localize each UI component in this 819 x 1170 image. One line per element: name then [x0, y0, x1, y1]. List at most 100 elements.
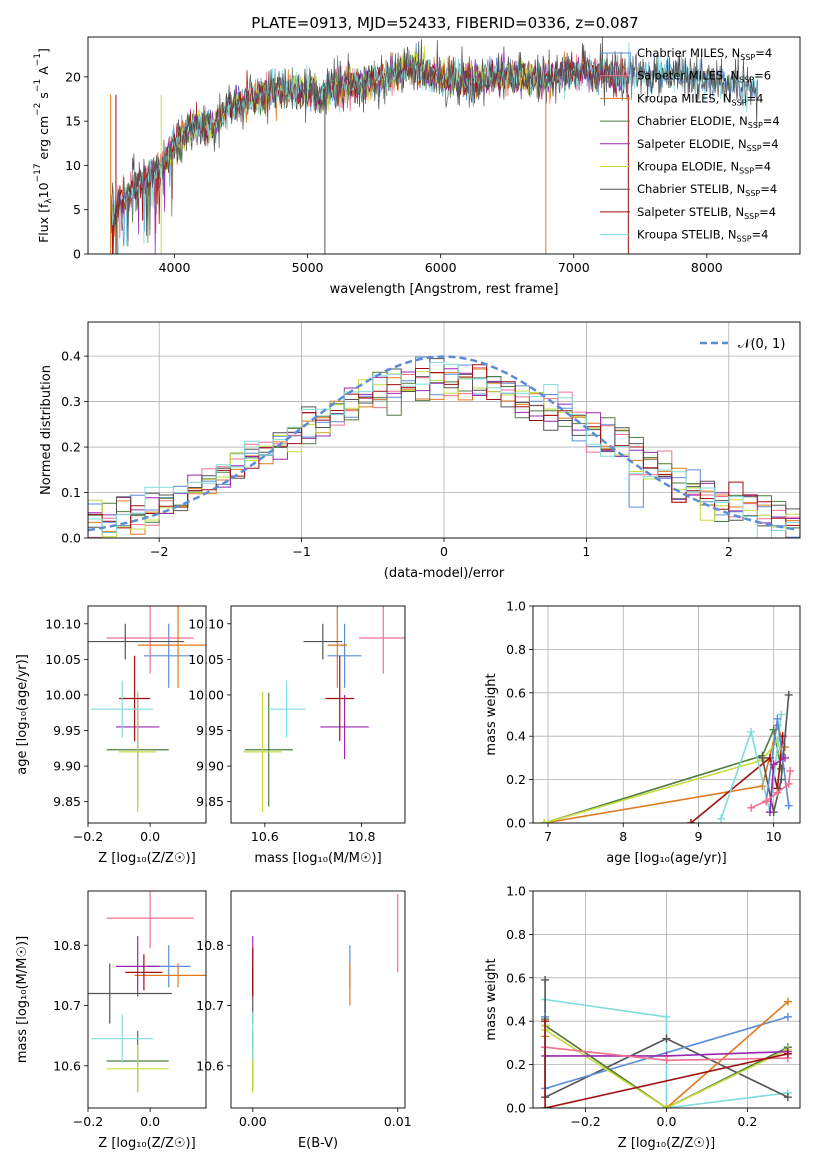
age_vs_Z-ytick-label: 10.10 [45, 616, 81, 631]
mass_vs_ebv-xtick-label: 0.01 [384, 1114, 412, 1129]
legend-text: Kroupa ELODIE, N [637, 160, 739, 174]
mass-weight-marker [783, 1049, 792, 1058]
mass-weight-marker [762, 797, 771, 806]
age_vs_Z-panel: −0.2 0.0 9.85 9.90 9.95 10.00 10.05 10.10 Z [log… [15, 605, 207, 866]
weight_vs_Z-ytick-label: 1.0 [506, 884, 526, 899]
mass_vs_ebv-panel: 0.00 0.01 10.6 10.7 10.8 E(B-V) [196, 890, 412, 1151]
age_vs_Z-ytick-label: 10.00 [45, 687, 81, 702]
residual-histogram [88, 361, 800, 538]
mass-weight-marker [747, 803, 756, 812]
legend-sub: SSP [748, 121, 763, 130]
spectrum-xtick-label: 7000 [558, 260, 590, 275]
mass_vs_Z-ylabel: mass [log₁₀(M/M☉)] [15, 936, 30, 1063]
weight_vs_Z-ytick-label: 0.4 [506, 1014, 526, 1029]
residuals-plot-area [88, 355, 800, 538]
weight_vs_age-panel: 7 8 9 10 0.0 0.2 0.4 0.6 0.8 1.0 age [log₁₀(age/yr… [484, 599, 801, 866]
legend-text: Chabrier ELODIE, N [637, 114, 748, 128]
spectrum-legend-label: Kroupa STELIB, NSSP=4 [637, 228, 768, 244]
weight_vs_Z-ylabel: mass weight [484, 958, 499, 1040]
mass_vs_Z-frame [87, 890, 207, 1109]
mass-weight-marker [784, 801, 793, 810]
legend-value: =4 [762, 137, 779, 151]
spectrum-ylabel-part: A [36, 66, 51, 79]
legend-sub: SSP [740, 53, 755, 62]
spectrum-ylabel-part: ] [36, 48, 51, 53]
spectrum-legend-label: Salpeter ELODIE, NSSP=4 [637, 137, 779, 153]
weight_vs_age-xlabel: age [log₁₀(age/yr)] [606, 851, 727, 866]
residuals-xtick-label: 2 [725, 544, 733, 559]
legend-value: =4 [759, 205, 776, 219]
age_vs_Z-ytick-label: 9.95 [53, 723, 81, 738]
mass-weight-line [544, 727, 782, 823]
weight_vs_age-plot-area [540, 690, 795, 823]
age_vs_mass-ytick-label: 10.05 [188, 652, 224, 667]
residuals-ylabel: Normed distribution [39, 365, 54, 495]
age_vs_mass-xlabel: mass [log₁₀(M/M☉)] [254, 851, 381, 866]
mass_vs_Z-xtick-label: 0.0 [140, 1114, 160, 1129]
spectrum-xtick-label: 8000 [691, 260, 723, 275]
weight_vs_age-ytick-label: 1.0 [506, 599, 526, 614]
residuals-xtick-label: 0 [440, 544, 448, 559]
spectrum-legend-label: Salpeter MILES, NSSP=6 [637, 69, 771, 85]
figure-title: PLATE=0913, MJD=52433, FIBERID=0336, z=0… [251, 14, 638, 32]
spectrum-plot-area [110, 37, 758, 254]
age_vs_mass-ytick-label: 10.10 [188, 616, 224, 631]
legend-value: =4 [760, 182, 777, 196]
mass-weight-line [544, 1021, 789, 1108]
mass-weight-marker [783, 1012, 792, 1021]
mass-weight-marker [783, 1093, 792, 1102]
age_vs_Z-ytick-label: 10.05 [45, 652, 81, 667]
spectrum-ylabel-part: 10 [36, 182, 51, 198]
mass_vs_Z-xlabel: Z [log₁₀(Z/Z☉)] [98, 1136, 195, 1151]
legend-value: =4 [747, 91, 764, 105]
spectrum-line [110, 37, 758, 247]
spectrum-ytick-label: 0 [73, 247, 81, 262]
mass-weight-marker [662, 1034, 671, 1043]
mass-weight-line [544, 738, 782, 823]
normal-curve [88, 355, 798, 532]
mass-weight-marker [773, 714, 782, 723]
weight_vs_Z-panel: −0.2 0.0 0.2 0.0 0.2 0.4 0.6 0.8 1.0 Z [log₁₀(Z/Z… [484, 884, 801, 1151]
legend-text: Kroupa MILES, N [637, 91, 732, 105]
spectrum-ytick-label: 15 [65, 114, 81, 129]
legend-sub: SSP [737, 235, 752, 244]
spectrum-frame [87, 36, 801, 255]
mass_vs_Z-panel: −0.2 0.0 10.6 10.7 10.8 Z [log₁₀(Z/Z☉)] mass [… [15, 890, 207, 1151]
spectrum-ylabel-part: λ [44, 198, 54, 204]
mass-weight-marker [777, 775, 786, 784]
spectrum-ylabel-part: erg cm [36, 116, 51, 164]
legend-value: =6 [754, 69, 771, 83]
residuals-xtick-label: 1 [582, 544, 590, 559]
weight_vs_Z-xtick-label: −0.2 [570, 1114, 600, 1129]
spectrum-ylabel-part: −2 [33, 103, 43, 116]
spectrum-ylabel-part: s [36, 92, 51, 103]
weight_vs_Z-xtick-label: 0.2 [737, 1114, 757, 1129]
spectrum-legend-label: Salpeter STELIB, NSSP=4 [637, 205, 776, 221]
mass-weight-marker [769, 760, 778, 769]
residual-histogram [88, 364, 800, 529]
residuals-ytick-label: 0.1 [61, 485, 81, 500]
legend-sub: SSP [744, 212, 759, 221]
weight_vs_Z-xlabel: Z [log₁₀(Z/Z☉)] [618, 1136, 715, 1151]
age_vs_mass-panel: 10.6 10.8 9.85 9.90 9.95 10.00 10.05 10.10 mass … [188, 605, 406, 866]
spectrum-legend-label: Chabrier STELIB, NSSP=4 [637, 182, 777, 198]
residuals-xtick-label: −1 [292, 544, 310, 559]
age_vs_Z-ylabel: age [log₁₀(age/yr)] [15, 654, 30, 775]
mass-weight-marker [758, 753, 767, 762]
age_vs_mass-xtick-label: 10.8 [348, 829, 376, 844]
legend-value: =4 [752, 228, 769, 242]
spectrum-ylabel: Flux [fλ10−17 erg cm−2 s−1 A−1] [33, 48, 54, 243]
weight_vs_Z-plot-area [541, 975, 792, 1108]
mass-weight-marker [686, 819, 695, 823]
age_vs_mass-frame [230, 605, 406, 824]
mass-weight-marker [541, 975, 550, 984]
legend-value: =4 [754, 160, 771, 174]
residuals-xtick-label: −2 [150, 544, 168, 559]
legend-text: Kroupa STELIB, N [637, 228, 737, 242]
mass_vs_Z-ytick-label: 10.7 [53, 998, 81, 1013]
mass_vs_ebv-ytick-label: 10.8 [196, 938, 224, 953]
age_vs_Z-plot-area [88, 606, 206, 813]
mass-weight-marker [540, 819, 549, 823]
spectrum-ylabel-part: −1 [33, 53, 43, 66]
weight_vs_age-ytick-label: 0.4 [506, 729, 526, 744]
